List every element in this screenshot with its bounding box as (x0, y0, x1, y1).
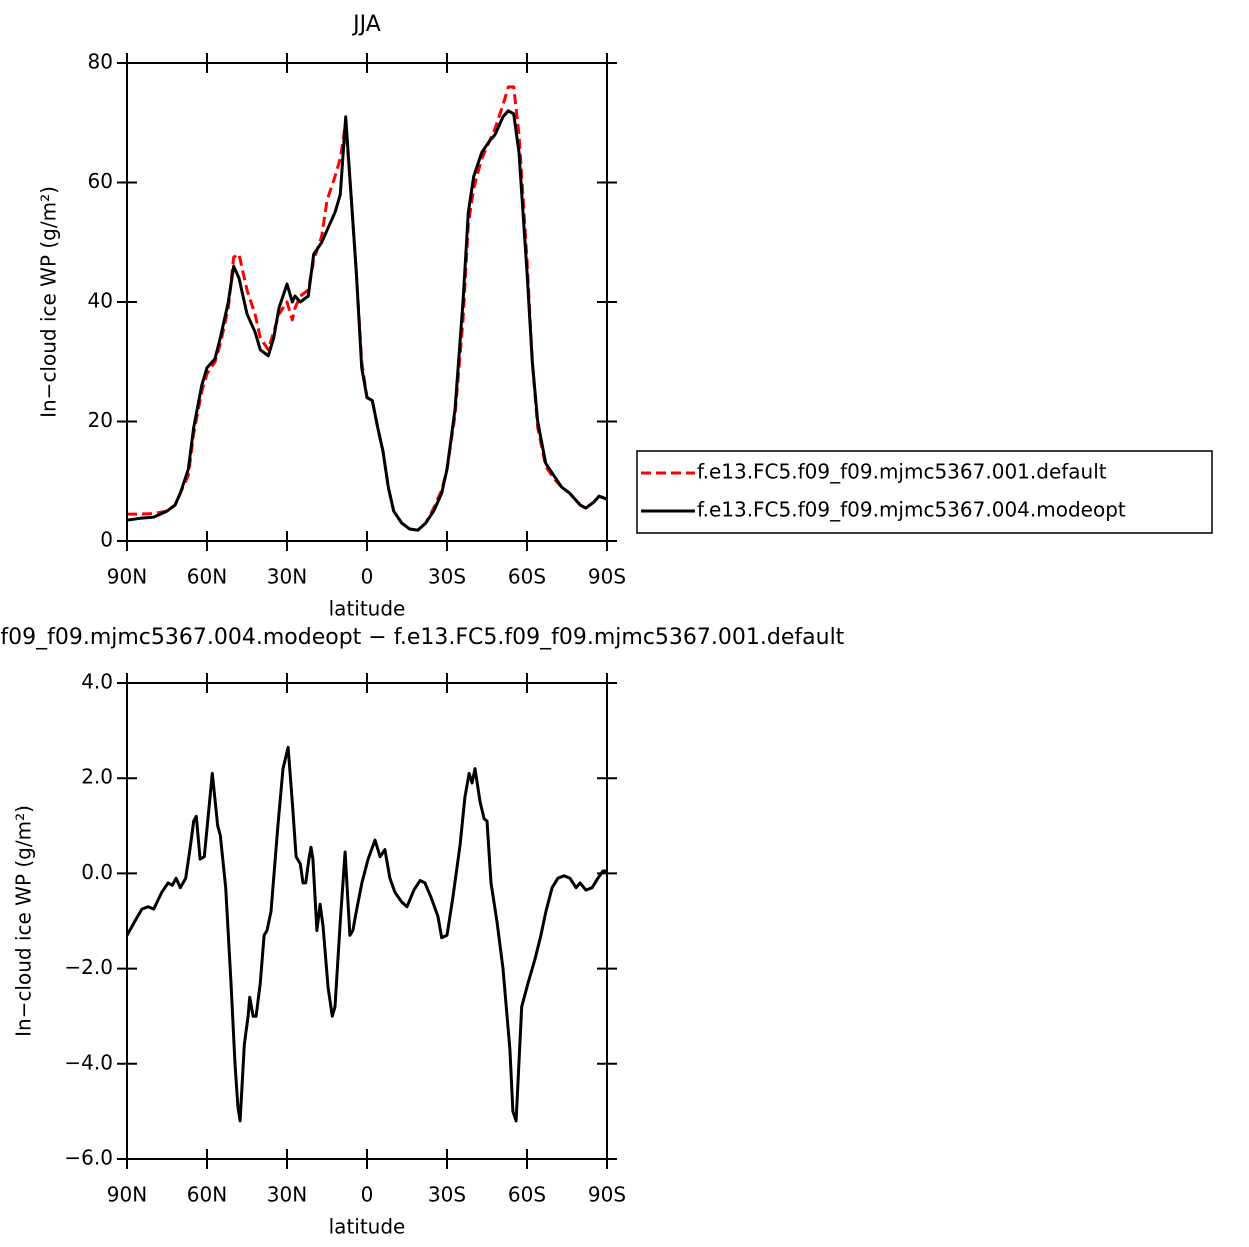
chart-title: f.e13.FC5.f09_f09.mjmc5367.004.modeopt −… (0, 625, 845, 650)
x-tick-label: 30S (428, 1183, 466, 1207)
y-tick-label: 60 (88, 169, 113, 193)
x-tick-label: 90S (588, 565, 626, 589)
y-tick-label: −6.0 (64, 1146, 113, 1170)
y-tick-label: 0.0 (81, 860, 113, 884)
x-tick-label: 60N (187, 565, 227, 589)
y-tick-label: −2.0 (64, 955, 113, 979)
series-line (127, 85, 608, 532)
x-axis-label: latitude (329, 597, 406, 621)
x-tick-label: 30S (428, 565, 466, 589)
y-axis-label: In−cloud ice WP (g/m²) (12, 805, 36, 1037)
x-tick-label: 60S (508, 1183, 546, 1207)
series-line (125, 745, 607, 1123)
x-tick-label: 90N (107, 565, 147, 589)
y-tick-label: 0 (100, 528, 113, 552)
plot-frame (126, 682, 608, 1160)
y-axis-label: In−cloud ice WP (g/m²) (37, 186, 61, 418)
y-tick-label: 4.0 (81, 670, 113, 694)
x-tick-label: 30N (267, 1183, 307, 1207)
x-tick-label: 60N (187, 1183, 227, 1207)
y-tick-label: 20 (88, 408, 113, 432)
legend-label: f.e13.FC5.f09_f09.mjmc5367.001.default (697, 460, 1107, 484)
y-tick-label: 80 (88, 50, 113, 74)
x-tick-label: 0 (361, 565, 374, 589)
plot-frame (126, 62, 608, 542)
y-tick-label: −4.0 (64, 1050, 113, 1074)
x-axis-label: latitude (329, 1215, 406, 1239)
x-tick-label: 30N (267, 565, 307, 589)
x-tick-label: 0 (361, 1183, 374, 1207)
x-tick-label: 60S (508, 565, 546, 589)
chart-title: JJA (351, 12, 381, 37)
legend-box (636, 450, 1213, 534)
y-tick-label: 2.0 (81, 765, 113, 789)
x-tick-label: 90N (107, 1183, 147, 1207)
y-tick-label: 40 (88, 289, 113, 313)
x-tick-label: 90S (588, 1183, 626, 1207)
series-line (126, 109, 608, 532)
legend-label: f.e13.FC5.f09_f09.mjmc5367.004.modeopt (697, 498, 1126, 522)
